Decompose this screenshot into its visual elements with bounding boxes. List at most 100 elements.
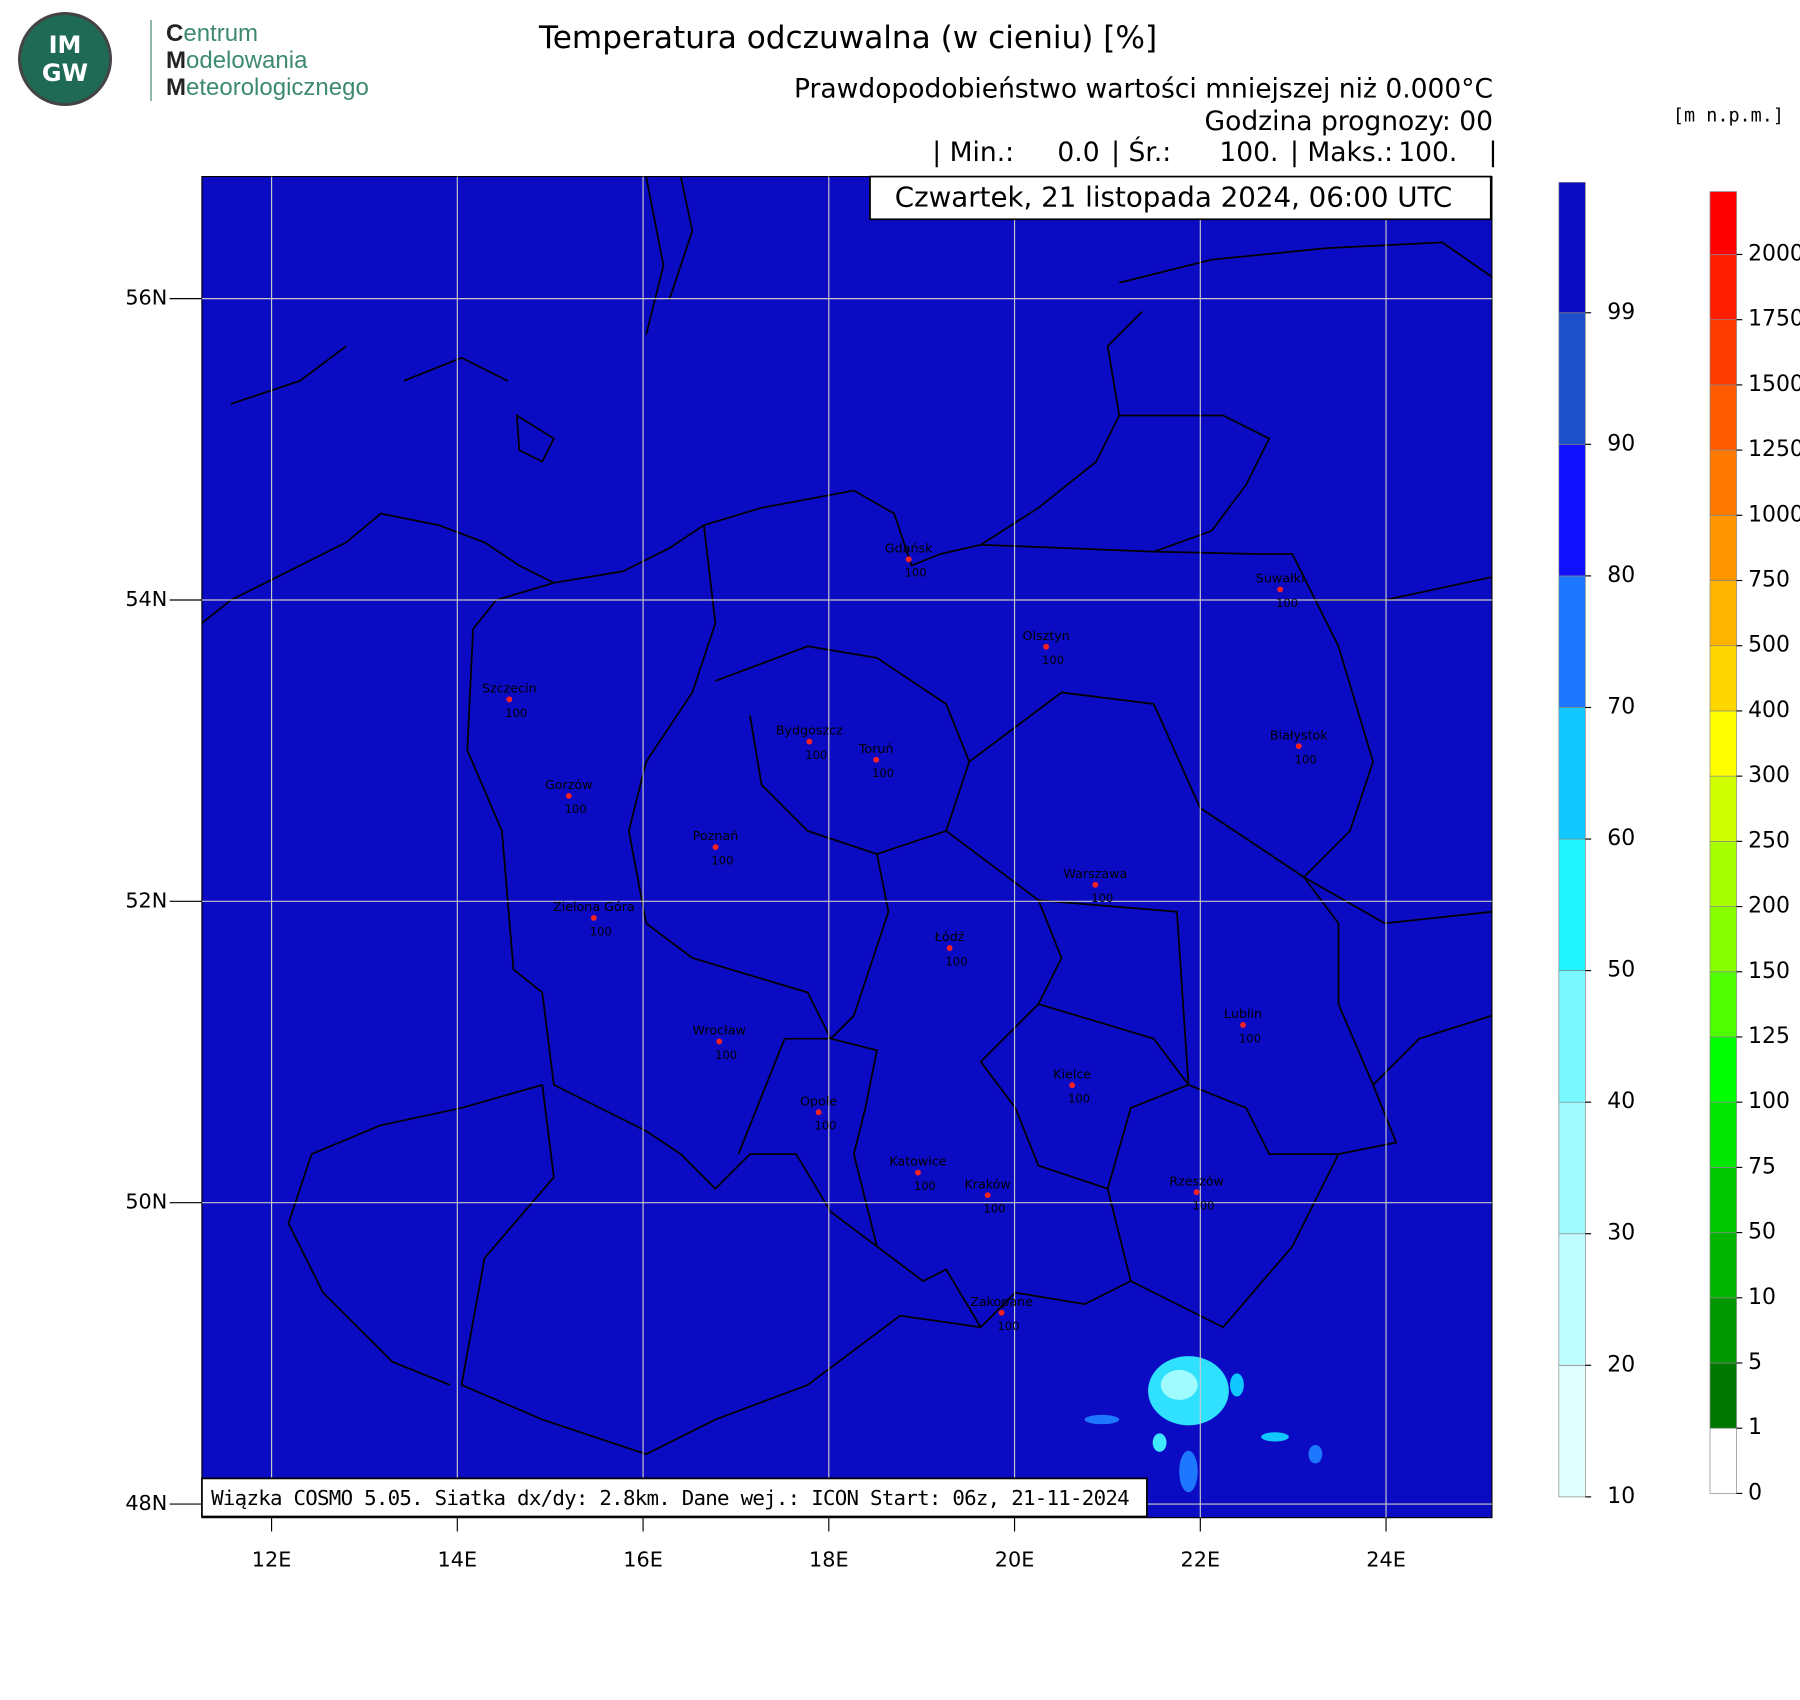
colorbar-label: 300: [1748, 763, 1790, 788]
colorbar-segment: [1558, 312, 1586, 445]
logo-text: Centrum Modelowania Meteorologicznego: [150, 20, 369, 101]
colorbar-segment: [1709, 1297, 1737, 1364]
colorbar-segment: [1558, 575, 1586, 708]
snow-area: [1084, 1356, 1323, 1493]
city-marker: [712, 844, 719, 850]
subtitle: Prawdopodobieństwo wartości mniejszej ni…: [794, 74, 1493, 105]
colorbar-segment: [1709, 775, 1737, 842]
colorbar-label: 5: [1748, 1350, 1762, 1375]
city-marker: [565, 792, 572, 799]
colorbar-label: 2000: [1748, 241, 1800, 266]
stat-value: 0.0: [1057, 137, 1099, 168]
colorbar-label: 99: [1607, 300, 1635, 325]
city-value: 100: [815, 1119, 837, 1133]
city-value: 100: [945, 954, 967, 968]
colorbar-label: 40: [1607, 1089, 1635, 1114]
city-value: 100: [711, 853, 733, 867]
area: [1152, 1433, 1167, 1452]
city-name: Olsztyn: [1022, 628, 1069, 643]
city-name: Szczecin: [482, 681, 537, 696]
city-name: Gdańsk: [885, 540, 933, 555]
colorbar-segment: [1709, 1036, 1737, 1103]
area: [1308, 1444, 1323, 1464]
colorbar-segment: [1709, 384, 1737, 451]
city-name: Rzeszów: [1169, 1173, 1224, 1188]
city-value: 100: [715, 1048, 737, 1062]
logo-line: Meteorologicznego: [166, 74, 369, 101]
lon-tick-label: 18E: [809, 1547, 849, 1571]
colorbar-label: 1500: [1748, 372, 1800, 397]
city-marker: [1277, 586, 1284, 593]
lat-tick-label: 54N: [125, 587, 167, 611]
city-marker: [1193, 1189, 1200, 1196]
colorbar-segment: [1709, 449, 1737, 516]
logo-line: Centrum: [166, 20, 259, 47]
city-marker: [590, 915, 597, 921]
city-value: 100: [1276, 596, 1298, 610]
city-value: 100: [1193, 1199, 1215, 1213]
city-marker: [1240, 1022, 1246, 1028]
city-marker: [716, 1038, 723, 1045]
city-marker: [1295, 743, 1302, 750]
border: [230, 176, 694, 463]
colorbar-segment: [1709, 645, 1737, 712]
colorbar-title: [m n.p.m.]: [1673, 106, 1784, 127]
colorbar-label: 10: [1748, 1285, 1776, 1310]
colorbar-label: 200: [1748, 894, 1790, 919]
city-name: Zakopane: [970, 1294, 1033, 1309]
city-name: Katowice: [889, 1154, 946, 1169]
lon-tick-label: 14E: [438, 1547, 478, 1571]
border: [466, 489, 1398, 1329]
colorbar-segment: [1709, 971, 1737, 1038]
area: [1179, 1450, 1198, 1493]
colorbar-label: 0: [1748, 1480, 1762, 1505]
city-name: Kraków: [964, 1176, 1010, 1191]
lon-tick-label: 12E: [252, 1547, 292, 1571]
colorbar-label: 1250: [1748, 437, 1800, 462]
area: [1084, 1414, 1120, 1425]
city-value: 100: [872, 766, 894, 780]
city-name: Wrocław: [693, 1023, 746, 1038]
city-name: Poznań: [693, 828, 738, 843]
city-value: 100: [984, 1202, 1006, 1216]
city-marker: [1092, 881, 1099, 888]
colorbar-label: 80: [1607, 563, 1635, 588]
colorbar-segment: [1558, 1364, 1586, 1498]
lon-tick-label: 20E: [995, 1547, 1035, 1571]
colorbar-segment: [1709, 840, 1737, 907]
date-box: [869, 175, 1492, 221]
lat-tick-label: 52N: [125, 888, 167, 912]
lon-tick-label: 22E: [1181, 1547, 1221, 1571]
city-name: Toruń: [858, 741, 894, 756]
city-marker: [998, 1309, 1005, 1316]
city-marker: [506, 696, 513, 703]
city-value: 100: [905, 566, 927, 580]
colorbar-segment: [1709, 710, 1737, 777]
colorbar-segment: [1558, 707, 1586, 840]
colorbar-label: 50: [1748, 1220, 1776, 1245]
city-value: 100: [914, 1179, 936, 1193]
colorbar-segment: [1709, 514, 1737, 581]
border: [201, 512, 555, 624]
stat-label: | Śr.:: [1111, 136, 1171, 168]
logo-mark-text: IM: [48, 31, 82, 59]
colorbar-segment: [1709, 906, 1737, 973]
city-marker: [806, 738, 813, 745]
date: Czwartek, 21 listopada 2024, 06:00 UTC: [895, 181, 1452, 214]
city-name: Bydgoszcz: [776, 723, 843, 738]
colorbar-segment: [1709, 254, 1737, 321]
colorbar-segment: [1558, 1233, 1586, 1366]
city-value: 100: [1239, 1031, 1261, 1045]
city-name: Kielce: [1053, 1066, 1091, 1081]
stat-value: 100.: [1398, 137, 1457, 168]
colorbar-label: 250: [1748, 828, 1790, 853]
forecast-hour: Godzina prognozy: 00: [1205, 106, 1494, 137]
city-name: Opole: [800, 1093, 837, 1108]
area: [1160, 1369, 1198, 1400]
colorbar-segment: [1709, 1167, 1737, 1233]
lon-tick-label: 24E: [1366, 1547, 1406, 1571]
map-background: [201, 176, 1493, 1519]
border: [980, 310, 1271, 553]
